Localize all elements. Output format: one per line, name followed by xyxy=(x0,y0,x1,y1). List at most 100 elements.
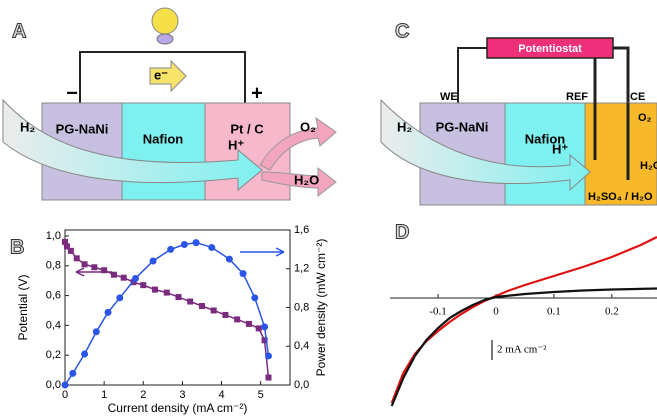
data-point xyxy=(110,271,117,278)
circuit-wire xyxy=(457,47,487,103)
layer-membrane xyxy=(504,102,586,206)
data-point xyxy=(152,286,158,293)
h2o-label: H₂O xyxy=(640,160,657,172)
data-point xyxy=(131,274,139,282)
circuit-wire xyxy=(79,51,246,103)
data-point xyxy=(104,308,112,316)
y-tick-label: 0,2 xyxy=(46,349,61,361)
electrode-label: WE xyxy=(440,91,458,103)
data-point xyxy=(73,255,80,262)
data-point xyxy=(81,350,89,358)
data-point xyxy=(101,267,108,274)
data-point xyxy=(62,238,68,245)
y2-tick-label: 1,6 xyxy=(294,224,309,236)
data-point xyxy=(61,381,69,389)
x-tick-label: 0 xyxy=(493,306,499,318)
bulb-base xyxy=(156,33,174,45)
electrode-label: CE xyxy=(630,91,645,103)
plot-frame xyxy=(64,229,291,386)
hydrogen-arrow xyxy=(380,98,591,192)
data-point xyxy=(116,294,124,302)
data-point xyxy=(264,352,272,360)
y2-tick-label: 0,8 xyxy=(294,301,309,313)
h2-label: H₂ xyxy=(20,119,35,134)
y2-tick-label: 0,0 xyxy=(294,379,309,391)
panel-c: C Potentiostat WE REF CE PG-NaNi Nafion … xyxy=(380,20,657,206)
panel-a: A e⁻ − + PG-NaNi Nafion Pt / C H₂ H⁺ O₂ … xyxy=(2,7,337,201)
electron-arrow xyxy=(149,59,187,93)
layer-label: Nafion xyxy=(525,131,566,146)
scale-bar-label: 2 mA cm⁻² xyxy=(497,344,547,356)
data-point xyxy=(261,323,269,331)
electron-label: e⁻ xyxy=(154,67,168,82)
panel-letter: C xyxy=(395,20,409,42)
panel-letter: A xyxy=(12,20,26,42)
layer-label: Nafion xyxy=(143,131,184,146)
data-point xyxy=(234,316,241,323)
electrode-label: REF xyxy=(566,91,588,103)
data-point xyxy=(208,243,216,251)
data-point xyxy=(198,303,205,310)
layer-label: PG-NaNi xyxy=(56,121,109,136)
y-tick-label: 0,0 xyxy=(46,379,61,391)
data-point xyxy=(245,320,252,327)
series-line xyxy=(390,236,657,404)
y2-axis-title: Power density (mW cm⁻²) xyxy=(314,239,328,377)
x-tick-label: 2 xyxy=(140,389,146,401)
plot-area xyxy=(390,236,657,407)
layer-label: Pt / C xyxy=(230,121,264,136)
x-tick-label: 3 xyxy=(179,389,185,401)
data-point xyxy=(192,239,200,247)
annotation-arrow xyxy=(240,247,285,257)
oxygen-arrow xyxy=(259,116,337,171)
data-point xyxy=(120,274,127,281)
data-point xyxy=(225,255,233,263)
series-line xyxy=(390,287,657,407)
x-tick-label: 5 xyxy=(258,389,264,401)
data-point xyxy=(63,243,70,250)
data-point xyxy=(163,289,170,296)
layer-electrolyte xyxy=(584,102,657,206)
x-tick-label: 0 xyxy=(62,389,68,401)
series-line xyxy=(64,241,270,386)
x-tick-label: 1 xyxy=(101,389,107,401)
x-tick-label: -0.1 xyxy=(429,306,446,318)
potentiostat-label: Potentiostat xyxy=(518,43,582,55)
data-point xyxy=(239,270,247,278)
panel-letter: D xyxy=(395,221,409,243)
y-axis-title: Potential (V) xyxy=(16,274,30,340)
bulb xyxy=(151,7,179,35)
hplus-label: H⁺ xyxy=(552,141,568,156)
o2-label: O₂ xyxy=(638,112,652,124)
data-point xyxy=(130,279,137,286)
data-point xyxy=(187,298,194,305)
y-tick-label: 0,6 xyxy=(46,289,61,301)
layer-membrane xyxy=(121,102,206,201)
data-point xyxy=(92,328,100,336)
potentiostat-box xyxy=(486,37,614,59)
x-tick-label: 0.1 xyxy=(547,306,561,318)
data-point xyxy=(180,241,188,249)
data-point xyxy=(255,325,262,332)
data-point xyxy=(261,337,268,344)
hydrogen-arrow xyxy=(2,98,263,192)
x-tick-label: 4 xyxy=(218,389,224,401)
data-point xyxy=(91,264,98,271)
series-line xyxy=(64,241,270,378)
minus-sign: − xyxy=(66,82,78,104)
data-point xyxy=(251,294,259,302)
data-point xyxy=(149,257,157,265)
y-tick-label: 0,8 xyxy=(46,260,61,272)
data-point xyxy=(67,247,74,254)
data-point xyxy=(81,261,88,268)
plus-sign: + xyxy=(251,82,263,104)
y2-tick-label: 0,4 xyxy=(294,340,309,352)
data-point xyxy=(69,369,77,377)
o2-label: O₂ xyxy=(300,119,316,134)
data-point xyxy=(210,307,217,314)
data-point xyxy=(140,282,147,289)
layer-label: H₂SO₄ / H₂O xyxy=(588,191,653,203)
x-axis-title: Current density (mA cm⁻²) xyxy=(108,401,248,415)
panel-letter: B xyxy=(10,236,24,258)
